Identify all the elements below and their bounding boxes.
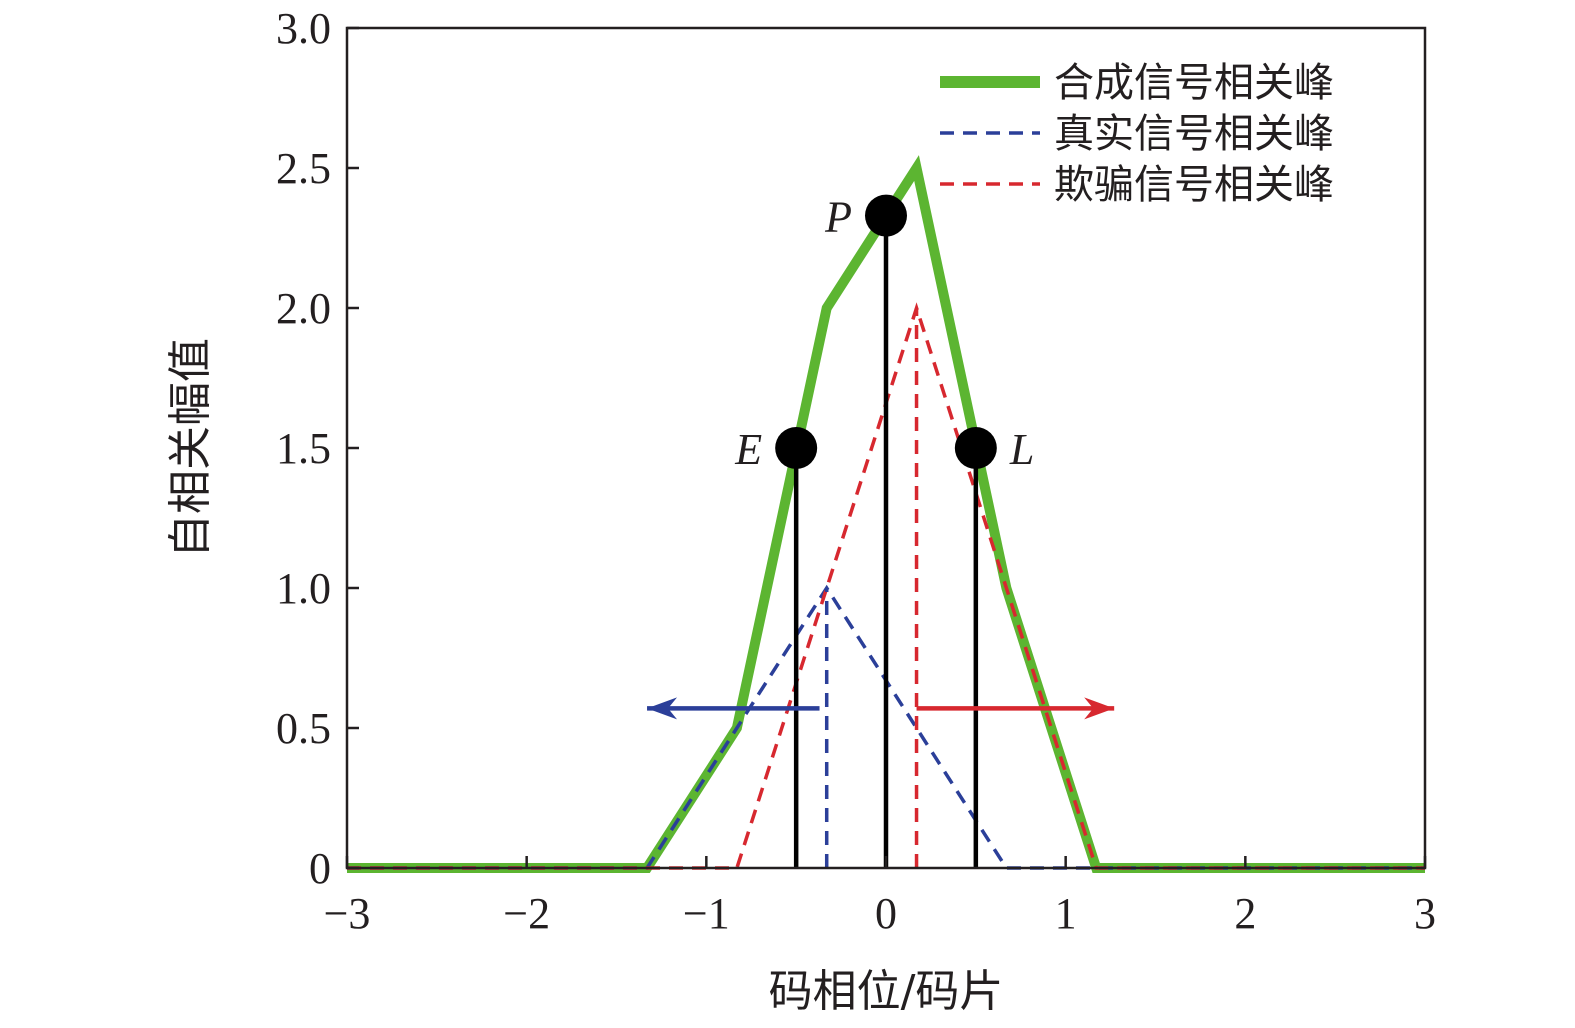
x-axis-title: 码相位/码片 [769, 966, 1004, 1017]
legend-label-1: 合成信号相关峰 [1054, 60, 1334, 106]
y-tick-label: 2.0 [276, 284, 331, 333]
x-tick-label: −2 [503, 889, 550, 938]
legend-label-3: 欺骗信号相关峰 [1054, 162, 1334, 208]
y-tick-label: 1.0 [276, 564, 331, 613]
y-tick-label: 2.5 [276, 144, 331, 193]
x-tick-label: 0 [875, 889, 897, 938]
y-tick-label: 0 [309, 844, 331, 893]
x-tick-label: 2 [1234, 889, 1256, 938]
y-tick-label: 1.5 [276, 424, 331, 473]
markers-layer: E P L [734, 193, 1034, 474]
arrows-layer [647, 697, 1115, 720]
marker-l [954, 427, 997, 469]
y-tick-label: 0.5 [276, 704, 331, 753]
x-tick-label: 1 [1055, 889, 1077, 938]
y-tick-label: 3.0 [276, 4, 331, 53]
axes-layer: −3 −2 −1 0 1 2 3 0 0.5 1.0 1.5 2.0 2.5 3.0 [276, 4, 1436, 938]
marker-p [865, 194, 907, 237]
stems-layer [793, 215, 979, 868]
arrow-head-1 [647, 697, 678, 720]
point-label-l: L [1009, 425, 1034, 474]
point-label-p: P [824, 193, 852, 242]
y-axis-title: 自相关幅值 [165, 338, 216, 558]
x-tick-label: −3 [324, 889, 371, 938]
marker-e [775, 427, 818, 469]
point-label-e: E [734, 425, 762, 474]
x-tick-label: 3 [1414, 889, 1436, 938]
x-tick-label: −1 [683, 889, 730, 938]
legend-label-2: 真实信号相关峰 [1054, 111, 1334, 157]
arrow-head-2 [1084, 697, 1115, 720]
